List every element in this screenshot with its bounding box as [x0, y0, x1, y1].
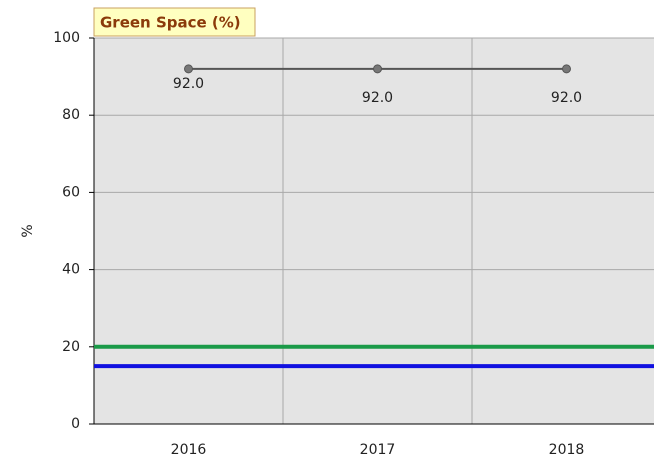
- x-tick-label: 2016: [171, 442, 207, 458]
- chart-title: Green Space (%): [100, 14, 241, 32]
- title-box: [93, 7, 256, 37]
- x-tick-label: 2017: [360, 442, 396, 458]
- data-label: 92.0: [173, 76, 204, 92]
- y-tick-label: 100: [53, 30, 80, 46]
- x-tick-label: 2018: [549, 442, 585, 458]
- data-point: [373, 64, 382, 74]
- y-tick-label: 40: [62, 262, 80, 278]
- data-label: 92.0: [551, 90, 582, 106]
- y-tick-label: 60: [62, 184, 80, 200]
- data-point: [562, 64, 571, 74]
- y-tick-label: 20: [62, 339, 80, 355]
- y-tick-label: 0: [71, 416, 80, 432]
- y-tick-label: 80: [62, 107, 80, 123]
- plot-area: [94, 38, 654, 424]
- y-axis-label: %: [20, 224, 36, 237]
- data-point: [184, 64, 193, 74]
- data-label: 92.0: [362, 90, 393, 106]
